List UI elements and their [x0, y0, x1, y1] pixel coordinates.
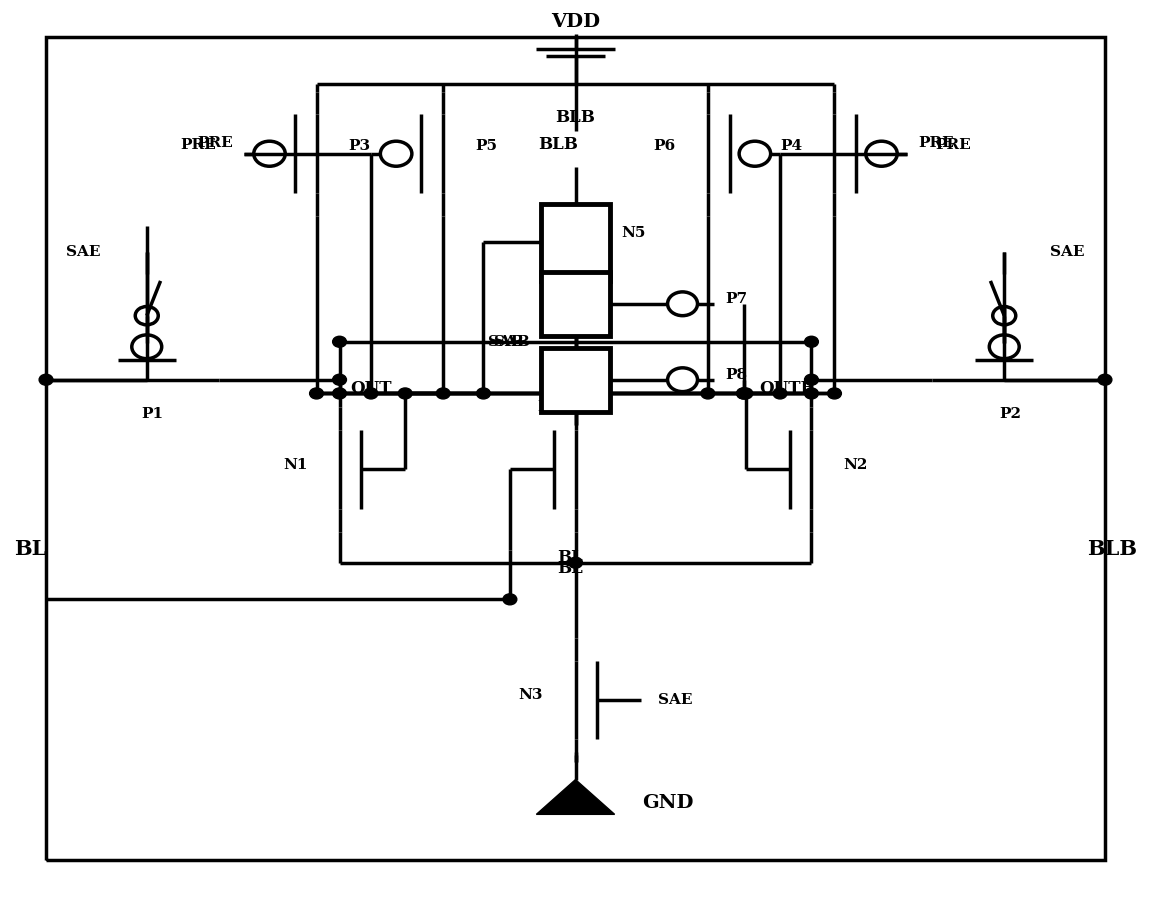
Circle shape: [739, 388, 753, 399]
Circle shape: [805, 337, 818, 348]
Circle shape: [773, 388, 787, 399]
FancyBboxPatch shape: [541, 348, 610, 412]
Text: N1: N1: [283, 458, 307, 472]
Circle shape: [333, 374, 346, 385]
Circle shape: [828, 388, 841, 399]
Circle shape: [477, 388, 490, 399]
Text: N4: N4: [538, 400, 562, 414]
Circle shape: [503, 594, 517, 605]
Text: SAE: SAE: [1051, 244, 1084, 259]
Text: P7: P7: [725, 292, 747, 307]
Polygon shape: [536, 780, 615, 814]
Text: PRE: PRE: [918, 135, 954, 150]
Circle shape: [737, 388, 750, 399]
FancyBboxPatch shape: [541, 204, 610, 281]
Circle shape: [805, 388, 818, 399]
Circle shape: [333, 337, 346, 348]
Text: P3: P3: [349, 139, 371, 154]
Text: PRE: PRE: [180, 137, 215, 152]
Text: SAE: SAE: [67, 244, 100, 259]
Text: BL: BL: [557, 560, 582, 576]
Text: BL: BL: [557, 549, 582, 565]
Circle shape: [333, 388, 346, 399]
Text: BL: BL: [14, 539, 46, 559]
FancyBboxPatch shape: [541, 272, 610, 336]
Circle shape: [398, 388, 412, 399]
Text: OUT: OUT: [350, 381, 391, 397]
Circle shape: [737, 388, 750, 399]
Text: P4: P4: [780, 139, 802, 154]
Text: SAB: SAB: [488, 335, 524, 349]
Text: P2: P2: [999, 407, 1021, 422]
Circle shape: [805, 374, 818, 385]
Text: BLB: BLB: [556, 109, 595, 125]
Text: P6: P6: [654, 139, 676, 154]
Text: PRE: PRE: [936, 137, 971, 152]
Text: P5: P5: [475, 139, 497, 154]
Circle shape: [436, 388, 450, 399]
Circle shape: [310, 388, 323, 399]
Text: P1: P1: [142, 407, 163, 422]
Text: P8: P8: [725, 368, 747, 382]
Text: VDD: VDD: [551, 13, 600, 31]
Circle shape: [701, 388, 715, 399]
Text: BLB: BLB: [1088, 539, 1137, 559]
Circle shape: [1098, 374, 1112, 385]
Text: SAB: SAB: [494, 335, 529, 349]
Text: N2: N2: [844, 458, 868, 472]
Circle shape: [39, 374, 53, 385]
Circle shape: [364, 388, 378, 399]
Text: N3: N3: [519, 688, 543, 703]
Text: GND: GND: [642, 794, 694, 813]
Text: OUTB: OUTB: [760, 381, 815, 397]
Text: SAE: SAE: [658, 693, 693, 707]
Circle shape: [569, 557, 582, 568]
Text: BLB: BLB: [539, 136, 578, 153]
Text: N5: N5: [622, 226, 646, 241]
Text: PRE: PRE: [197, 135, 233, 150]
